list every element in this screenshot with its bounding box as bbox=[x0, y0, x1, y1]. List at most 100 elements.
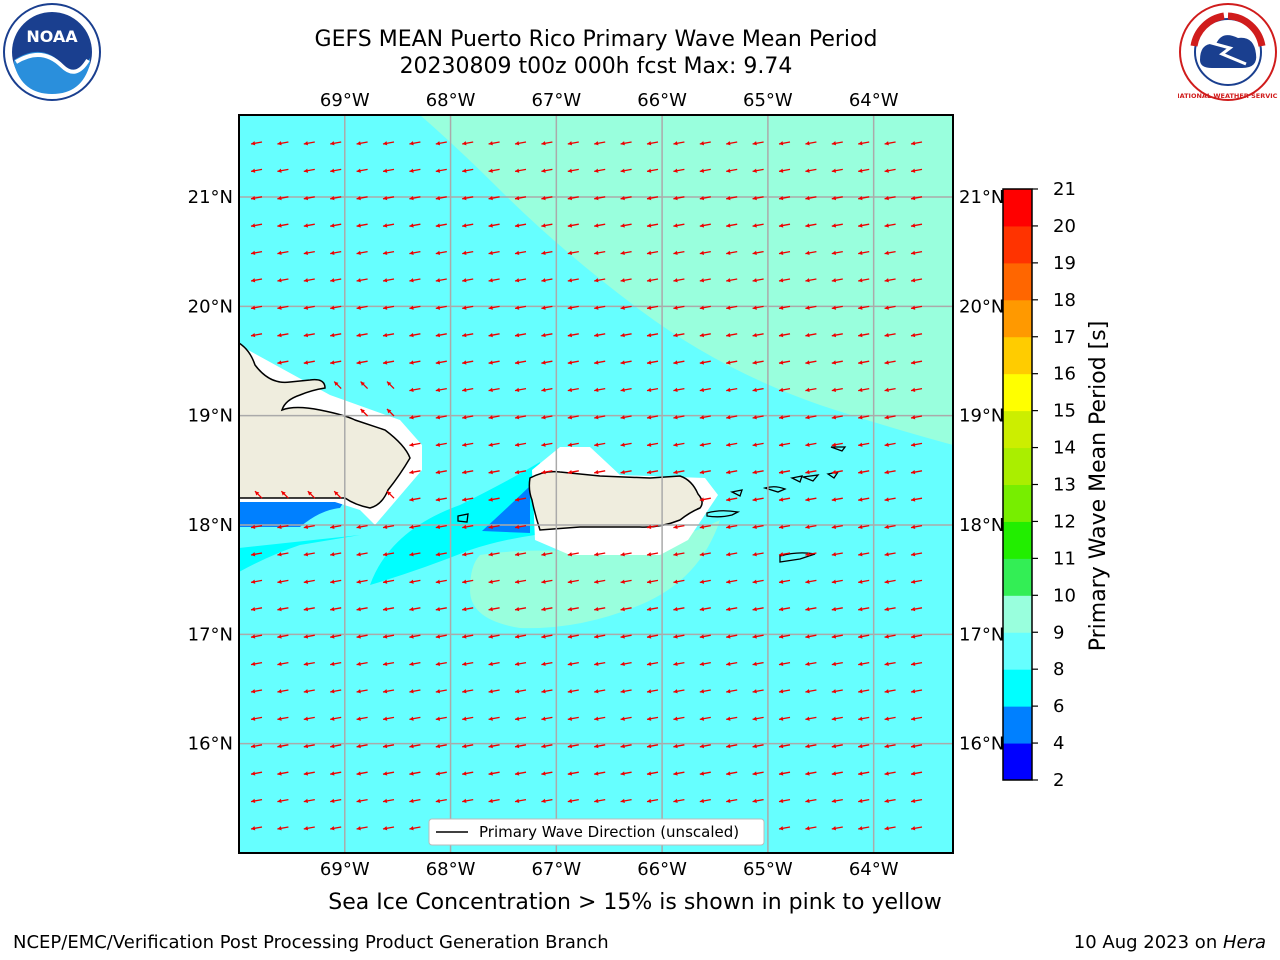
lon-tick-label-top: 64°W bbox=[849, 90, 899, 111]
wave-arrow bbox=[805, 606, 817, 612]
wave-arrow bbox=[356, 360, 368, 365]
wave-arrow bbox=[330, 743, 342, 749]
wave-arrow bbox=[514, 524, 527, 530]
wave-arrow bbox=[831, 141, 843, 146]
colorbar-tick-label: 6 bbox=[1053, 696, 1064, 717]
lon-tick-label-bottom: 64°W bbox=[849, 859, 899, 880]
wave-arrow bbox=[620, 689, 632, 694]
wave-arrow bbox=[250, 195, 263, 201]
wave-arrow bbox=[514, 771, 527, 776]
wave-arrow bbox=[488, 661, 500, 667]
wave-arrow bbox=[303, 524, 315, 530]
wave-arrow bbox=[778, 168, 791, 173]
wave-arrow bbox=[541, 195, 553, 201]
wave-arrow bbox=[386, 408, 395, 417]
wave-arrow bbox=[594, 168, 606, 173]
wave-arrow bbox=[699, 305, 711, 310]
wave-arrow bbox=[620, 415, 632, 420]
wave-arrow bbox=[699, 689, 711, 694]
wave-arrow bbox=[250, 634, 263, 639]
wave-arrow bbox=[462, 469, 474, 475]
wave-arrow bbox=[277, 223, 289, 228]
wave-arrow bbox=[567, 360, 579, 365]
colorbar-segment bbox=[1003, 336, 1032, 375]
wave-arrow bbox=[488, 689, 500, 694]
wave-arrow bbox=[699, 415, 711, 420]
wave-arrow bbox=[594, 305, 606, 310]
wave-arrow bbox=[646, 689, 659, 694]
wave-arrow bbox=[884, 552, 896, 557]
wave-arrow bbox=[646, 332, 659, 338]
wave-arrow bbox=[356, 743, 368, 749]
wave-arrow bbox=[726, 743, 738, 749]
wave-arrow bbox=[884, 497, 896, 502]
wave-arrow bbox=[884, 469, 896, 475]
wave-arrow bbox=[488, 716, 500, 721]
wave-arrow bbox=[752, 223, 764, 228]
wave-arrow bbox=[778, 360, 791, 365]
wave-arrow bbox=[620, 168, 632, 173]
wave-arrow bbox=[752, 579, 764, 584]
wave-arrow bbox=[805, 442, 817, 447]
wave-arrow bbox=[752, 661, 764, 667]
colorbar-segment bbox=[1003, 299, 1032, 338]
wave-arrow bbox=[673, 332, 685, 338]
wave-arrow bbox=[646, 661, 659, 667]
wave-arrow bbox=[382, 743, 395, 749]
wave-arrow bbox=[435, 250, 447, 256]
wave-arrow bbox=[488, 743, 500, 749]
wave-arrow bbox=[356, 195, 368, 201]
wave-arrow bbox=[356, 771, 368, 776]
wave-arrow bbox=[699, 552, 711, 557]
wave-arrow bbox=[488, 278, 500, 283]
wave-arrow bbox=[567, 442, 579, 447]
colorbar-tick-label: 13 bbox=[1053, 475, 1076, 496]
wave-arrow bbox=[409, 634, 421, 639]
wave-arrow bbox=[462, 497, 474, 502]
wave-arrow bbox=[409, 469, 421, 475]
wave-arrow bbox=[805, 360, 817, 365]
wave-arrow bbox=[831, 469, 843, 475]
wave-arrow bbox=[541, 415, 553, 420]
wave-arrow bbox=[910, 826, 923, 831]
wave-arrow bbox=[488, 387, 500, 393]
wave-arrow bbox=[462, 606, 474, 612]
wave-arrow bbox=[541, 552, 553, 557]
wave-arrow bbox=[884, 387, 896, 393]
colorbar-segment bbox=[1003, 595, 1032, 633]
wave-arrow bbox=[752, 332, 764, 338]
wave-arrow bbox=[884, 661, 896, 667]
wave-arrow bbox=[910, 497, 923, 502]
wave-arrow bbox=[910, 332, 923, 338]
wave-arrow bbox=[409, 305, 421, 310]
wave-arrow bbox=[514, 798, 527, 804]
wave-arrow bbox=[250, 716, 263, 721]
wave-arrow bbox=[303, 579, 315, 584]
wave-direction-arrows bbox=[250, 141, 923, 831]
wave-arrow bbox=[620, 332, 632, 338]
wave-arrow bbox=[910, 223, 923, 228]
wave-arrow bbox=[594, 250, 606, 256]
wave-arrow bbox=[277, 332, 289, 338]
wave-arrow bbox=[356, 689, 368, 694]
wave-arrow bbox=[356, 552, 368, 557]
wave-arrow bbox=[567, 552, 579, 557]
colorbar-segment bbox=[1003, 632, 1032, 670]
wave-arrow bbox=[382, 826, 395, 831]
wave-arrow bbox=[752, 634, 764, 639]
wave-arrow bbox=[778, 195, 791, 201]
wave-arrow bbox=[277, 552, 289, 557]
lat-tick-label-right: 18°N bbox=[959, 515, 1004, 536]
wave-arrow bbox=[858, 606, 870, 612]
wave-arrow bbox=[831, 360, 843, 365]
wave-arrow bbox=[462, 524, 474, 530]
colorbar-tick-label: 12 bbox=[1053, 511, 1076, 532]
wave-arrow bbox=[541, 305, 553, 310]
wave-arrow bbox=[541, 716, 553, 721]
lon-tick-label-top: 66°W bbox=[637, 90, 687, 111]
wave-arrow bbox=[726, 524, 738, 530]
colorbar-tick-label: 14 bbox=[1053, 438, 1076, 459]
wave-arrow bbox=[567, 223, 579, 228]
wave-arrow bbox=[594, 442, 606, 447]
wave-arrow bbox=[277, 524, 289, 530]
